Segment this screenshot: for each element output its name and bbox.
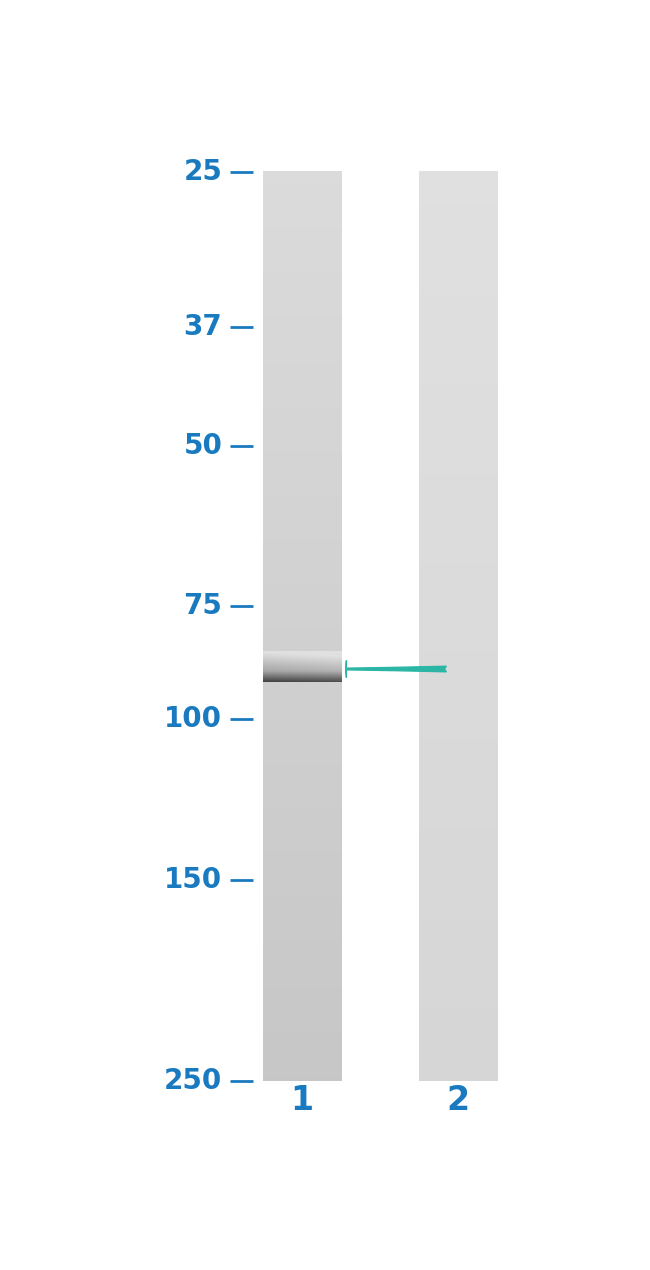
Text: 37: 37: [183, 312, 222, 340]
Text: 250: 250: [164, 1067, 222, 1096]
Text: 2: 2: [447, 1085, 469, 1118]
Text: 1: 1: [290, 1085, 313, 1118]
Text: 25: 25: [183, 157, 222, 185]
Text: 100: 100: [164, 706, 222, 734]
Text: 150: 150: [164, 866, 222, 894]
Text: 50: 50: [183, 432, 222, 460]
Text: 75: 75: [183, 592, 222, 620]
